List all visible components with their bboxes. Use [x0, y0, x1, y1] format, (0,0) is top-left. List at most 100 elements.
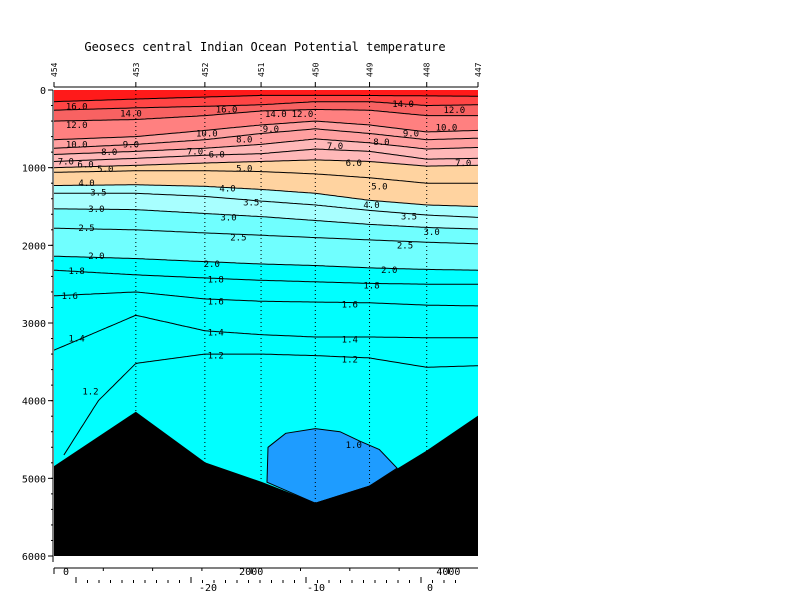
lat-tick-label-1: -10 [307, 583, 325, 594]
contour-6.0 [54, 159, 478, 169]
band-12-14 [54, 101, 478, 122]
contour-label-23: 5.0 [236, 164, 252, 174]
station-label-449: 449 [366, 62, 375, 77]
contour-label-40: 2.0 [204, 260, 220, 270]
contour-label-9: 9.0 [263, 125, 279, 135]
contour-7.0 [54, 148, 478, 162]
contour-label-31: 3.5 [243, 199, 259, 209]
station-label-454: 454 [50, 62, 59, 77]
contour-3.0 [54, 208, 478, 230]
contour-label-41: 2.0 [381, 266, 397, 276]
chart-title: Geosecs central Indian Ocean Potential t… [84, 40, 445, 54]
plot-area: 16.0 14.0 16.0 14.0 12.0 14.0 12.0 12.0 10.0 9.0 8… [54, 90, 478, 556]
contour-1.6 [54, 291, 478, 307]
band-above-16 [54, 90, 478, 102]
contour-label-30: 3.5 [90, 189, 106, 199]
station-label-450: 450 [311, 62, 320, 77]
contour-label-3: 14.0 [265, 110, 287, 120]
contour-label-18: 8.0 [373, 138, 389, 148]
contour-label-1: 14.0 [120, 109, 142, 119]
contour-label-13: 10.0 [66, 140, 88, 150]
contour-1.4 [54, 314, 478, 351]
contour-label-22: 5.0 [97, 165, 113, 175]
contour-label-35: 3.0 [424, 228, 440, 238]
contour-label-4: 12.0 [292, 110, 314, 120]
contour-label-21: 6.0 [77, 161, 93, 171]
station-label-447: 447 [474, 62, 483, 77]
contour-label-8: 10.0 [196, 129, 218, 139]
contour-9.0 [54, 128, 478, 149]
contour-label-27: 4.0 [78, 179, 94, 189]
seafloor-polygon [54, 411, 478, 556]
contour-label-38: 2.5 [397, 241, 413, 251]
y-tick-label-4: 4000 [22, 397, 46, 408]
y-tick-label-6: 6000 [22, 552, 46, 563]
contour-label-29: 4.0 [363, 201, 379, 211]
station-label-448: 448 [423, 62, 432, 77]
contour-label-15: 8.0 [101, 148, 117, 158]
contour-label-47: 1.6 [342, 300, 358, 310]
contour-label-2: 16.0 [216, 105, 238, 115]
station-label-451: 451 [257, 62, 266, 77]
contour-4.0 [54, 184, 478, 207]
band-8-10 [54, 121, 478, 155]
station-label-453: 453 [132, 62, 141, 77]
contour-label-14: 9.0 [123, 140, 139, 150]
contour-2.5 [54, 227, 478, 245]
contour-label-43: 1.8 [208, 276, 224, 286]
contour-14.0 [54, 101, 478, 111]
contour-label-42: 1.8 [69, 267, 85, 277]
contour-label-12: 9.0 [403, 129, 419, 139]
contour-label-25: 7.0 [455, 159, 471, 169]
seafloor [54, 411, 478, 556]
contour-label-5: 14.0 [392, 100, 414, 110]
contour-label-32: 3.5 [401, 213, 417, 223]
contour-label-52: 1.2 [208, 352, 224, 362]
contour-16.0 [54, 94, 478, 103]
contour-8.0 [54, 138, 478, 155]
contour-labels: 16.0 14.0 16.0 14.0 12.0 14.0 12.0 12.0 10.0 9.0 8… [58, 100, 472, 451]
contour-10.0 [54, 120, 478, 141]
y-tick-label-3: 3000 [22, 319, 46, 330]
contour-3.5 [54, 192, 478, 218]
contour-2.0 [54, 255, 478, 271]
y-tick-label-1: 1000 [22, 164, 46, 175]
contour-label-26: 5.0 [371, 182, 387, 192]
contour-label-7: 12.0 [66, 121, 88, 131]
contour-label-46: 1.6 [208, 297, 224, 307]
band-3-4 [54, 184, 478, 229]
contour-label-11: 10.0 [436, 123, 458, 133]
contour-label-10: 8.0 [236, 136, 252, 146]
contour-1.2 [63, 353, 478, 456]
x-tick-label-1: 2000 [239, 567, 263, 578]
contour-label-44: 1.8 [363, 282, 379, 292]
contour-label-24: 6.0 [346, 159, 362, 169]
lat-tick-label-2: 0 [427, 583, 433, 594]
lat-tick-label-0: -20 [199, 583, 217, 594]
contour-label-39: 2.0 [88, 252, 104, 262]
contour-12.0 [54, 108, 478, 122]
band-4-6 [54, 159, 478, 207]
x-tick-label-2: 4000 [436, 567, 460, 578]
contour-label-28: 4.0 [219, 185, 235, 195]
band-2-3 [54, 208, 478, 271]
station-label-452: 452 [201, 62, 210, 77]
contour-label-50: 1.4 [342, 335, 358, 345]
contour-label-33: 3.0 [88, 205, 104, 215]
contour-label-19: 7.0 [327, 142, 343, 152]
contour-label-16: 7.0 [187, 147, 203, 157]
contour-label-20: 7.0 [58, 157, 74, 167]
contour-5.0 [54, 170, 478, 184]
contour-label-36: 2.5 [78, 224, 94, 234]
contour-label-37: 2.5 [230, 234, 246, 244]
contour-label-17: 6.0 [209, 150, 225, 160]
contour-label-49: 1.4 [208, 328, 224, 338]
contour-label-54: 1.0 [346, 441, 362, 451]
contour-label-0: 16.0 [66, 102, 88, 112]
contour-label-51: 1.2 [82, 387, 98, 397]
y-tick-label-0: 0 [40, 86, 46, 97]
contour-label-34: 3.0 [220, 213, 236, 223]
band-14-16 [54, 95, 478, 111]
contour-label-6: 12.0 [443, 106, 465, 116]
